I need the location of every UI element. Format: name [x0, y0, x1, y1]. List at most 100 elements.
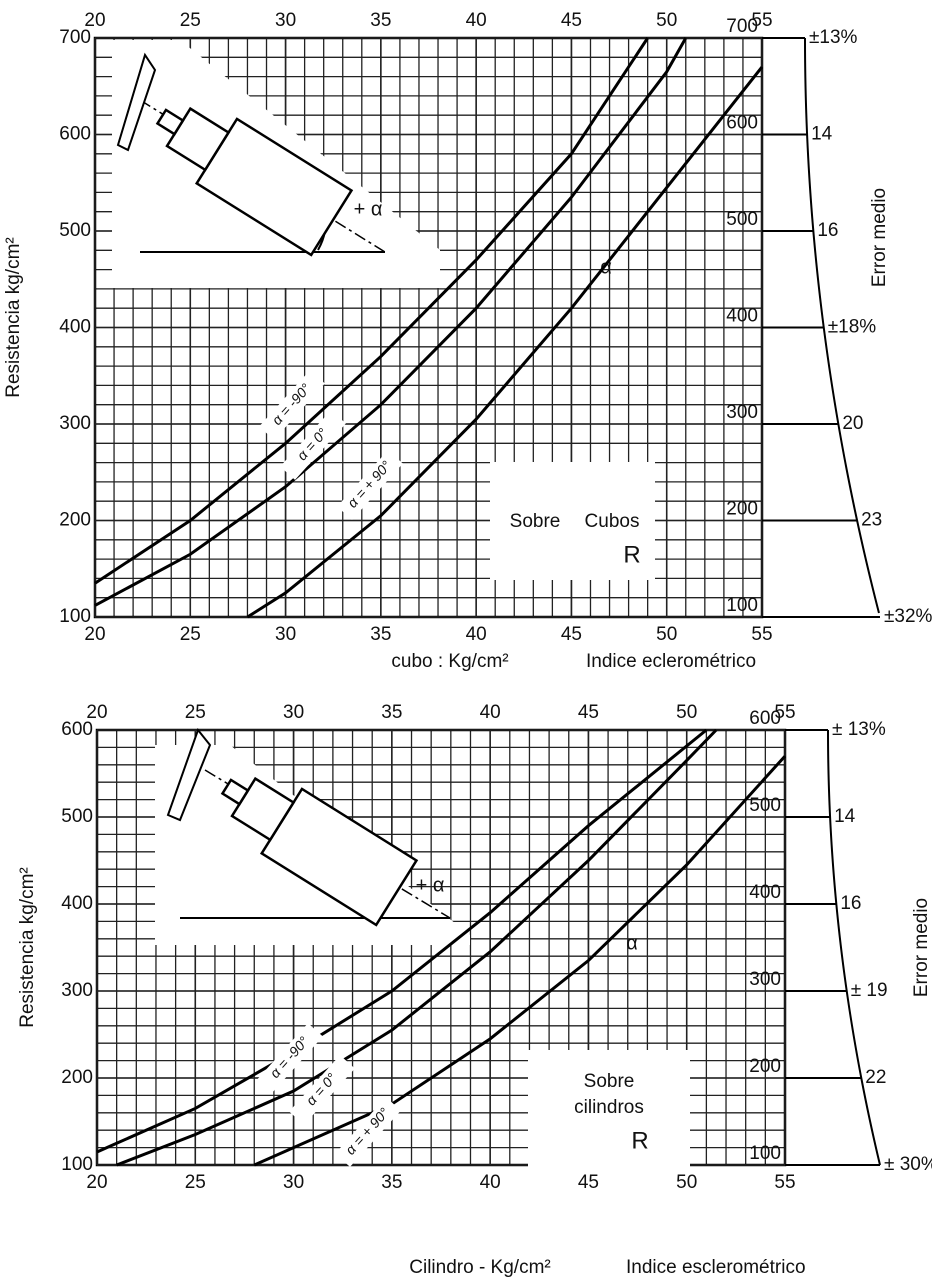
- x-tick-label: 35: [381, 1172, 402, 1193]
- y-tick-label-inner: 600: [749, 708, 781, 729]
- x-tick-label: 50: [656, 624, 677, 645]
- error-tick-label: 16: [817, 220, 838, 241]
- x-tick-label-top: 25: [180, 10, 201, 31]
- x-tick-label: 25: [180, 624, 201, 645]
- curve-label-bg: [337, 450, 403, 520]
- x-axis-title: cubo : Kg/cm²: [391, 651, 508, 672]
- y-tick-label: 600: [61, 719, 93, 740]
- error-tick-label: ±32%: [884, 606, 932, 627]
- y-tick-label: 400: [61, 893, 93, 914]
- x-tick-label-top: 45: [561, 10, 582, 31]
- curve: [96, 728, 708, 1154]
- annotation: Sobre: [510, 511, 561, 532]
- y-tick-label-inner: 100: [749, 1143, 781, 1164]
- y-tick-label: 400: [59, 317, 91, 338]
- y-tick-label: 200: [59, 510, 91, 531]
- x-tick-label: 40: [480, 1172, 501, 1193]
- y-tick-label-inner: 500: [726, 209, 758, 230]
- curve-label-bg: [257, 1023, 323, 1093]
- x-tick-label: 20: [84, 624, 105, 645]
- x-axis-title: Cilindro - Kg/cm²: [409, 1257, 550, 1278]
- y-tick-label-inner: 100: [726, 595, 758, 616]
- legend-cutout: [490, 462, 655, 580]
- x-tick-label-top: 35: [381, 702, 402, 723]
- x-tick-label: 25: [185, 1172, 206, 1193]
- sketch-wall: [166, 727, 212, 822]
- error-tick-label: 14: [811, 124, 833, 145]
- error-tick-label: ±18%: [828, 317, 877, 338]
- sketch-wall: [116, 52, 157, 152]
- y-tick-label-inner: 500: [749, 795, 781, 816]
- x-tick-label-top: 20: [84, 10, 105, 31]
- x-tick-label: 30: [275, 624, 296, 645]
- curve-label-bg: [280, 410, 346, 480]
- y-tick-label: 300: [59, 413, 91, 434]
- curve-label-bg: [335, 1097, 401, 1167]
- x-tick-label-top: 30: [275, 10, 296, 31]
- x-tick-label-top: 50: [656, 10, 677, 31]
- y-tick-label-inner: 200: [749, 1056, 781, 1077]
- error-tick-label: ±13%: [809, 27, 858, 48]
- y-tick-label-inner: 700: [726, 16, 758, 37]
- x-tick-label-top: 25: [185, 702, 206, 723]
- x-tick-label: 45: [578, 1172, 599, 1193]
- y-tick-label-inner: 400: [726, 306, 758, 327]
- y-tick-label-inner: 300: [749, 969, 781, 990]
- x-tick-label: 35: [370, 624, 391, 645]
- y-axis-title: Resistencia kg/cm²: [3, 237, 24, 398]
- annotation: α: [600, 256, 612, 278]
- annotation: cilindros: [574, 1097, 644, 1118]
- y-tick-label: 500: [59, 220, 91, 241]
- x-tick-label: 45: [561, 624, 582, 645]
- y-tick-label: 700: [59, 27, 91, 48]
- x-tick-label-top: 35: [370, 10, 391, 31]
- x-tick-label-top: 55: [751, 10, 772, 31]
- y-tick-label: 100: [61, 1154, 93, 1175]
- error-title: Error medio: [869, 188, 890, 287]
- annotation: R: [631, 1127, 648, 1154]
- y-tick-label: 300: [61, 980, 93, 1001]
- error-title: Error medio: [911, 898, 932, 997]
- curve-label: α = + 90°: [344, 457, 394, 510]
- x-tick-label: 50: [676, 1172, 697, 1193]
- error-tick-label: ± 13%: [832, 719, 886, 740]
- y-tick-label: 200: [61, 1067, 93, 1088]
- y-tick-label-inner: 200: [726, 499, 758, 520]
- x-tick-label-top: 40: [466, 10, 487, 31]
- curve-label-bg: [289, 1055, 355, 1125]
- x-tick-label-top: 30: [283, 702, 304, 723]
- y-tick-label-inner: 400: [749, 882, 781, 903]
- annotation: + α: [416, 874, 445, 896]
- y-tick-label-inner: 300: [726, 402, 758, 423]
- hammer-sketch: [116, 52, 451, 927]
- legend-cutout: [528, 1050, 690, 1180]
- error-tick-label: 23: [861, 510, 882, 531]
- marks: 2020252530303535404045455050555510010020…: [3, 10, 932, 1278]
- y-tick-label: 500: [61, 806, 93, 827]
- x-axis-title-2: Indice eclerométrico: [586, 651, 756, 672]
- error-tick-label: ± 19: [851, 980, 888, 1001]
- y-tick-label: 600: [59, 124, 91, 145]
- curve: [246, 66, 764, 619]
- x-tick-label: 55: [774, 1172, 795, 1193]
- curve-label-bg: [259, 370, 325, 440]
- x-tick-label: 55: [751, 624, 772, 645]
- x-tick-label: 20: [86, 1172, 107, 1193]
- x-tick-label: 40: [466, 624, 487, 645]
- y-tick-label-inner: 600: [726, 113, 758, 134]
- annotation: Cubos: [585, 511, 640, 532]
- x-tick-label-top: 20: [86, 702, 107, 723]
- x-tick-label-top: 50: [676, 702, 697, 723]
- curve: [94, 37, 688, 607]
- error-tick-label: 16: [840, 893, 861, 914]
- annotation: α: [626, 932, 638, 954]
- curve: [253, 755, 787, 1167]
- annotation: + α: [354, 198, 383, 220]
- x-tick-label: 30: [283, 1172, 304, 1193]
- x-tick-label-top: 45: [578, 702, 599, 723]
- annotation: R: [623, 541, 640, 568]
- sketch-tip: [220, 778, 250, 806]
- curve: [116, 728, 718, 1167]
- curve: [94, 37, 649, 585]
